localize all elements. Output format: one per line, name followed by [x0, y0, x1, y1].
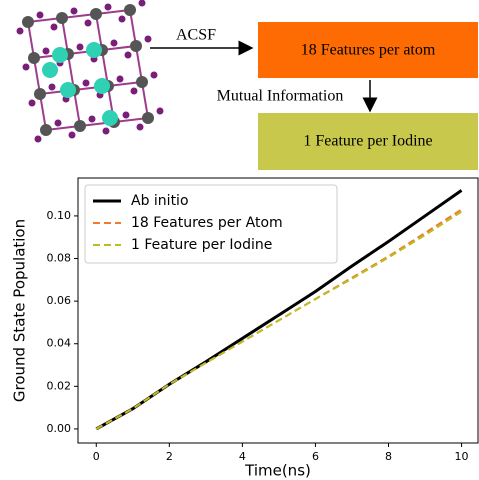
iodine-atom — [123, 112, 130, 119]
iodine-atom — [89, 116, 96, 123]
iodine-atom — [37, 12, 44, 19]
node-label: 1 Feature per Iodine — [303, 133, 432, 150]
iodine-atom — [35, 136, 42, 143]
lead-atom — [130, 40, 142, 52]
lead-atom — [136, 76, 148, 88]
legend-label: 18 Features per Atom — [131, 215, 283, 231]
lead-atom — [28, 52, 40, 64]
iodine-atom — [49, 84, 56, 91]
y-axis-label: Ground State Population — [11, 219, 29, 402]
iodine-atom — [55, 120, 62, 127]
lead-atom — [74, 120, 86, 132]
iodine-atom — [69, 132, 76, 139]
iodine-atom — [85, 20, 92, 27]
iodine-atom — [145, 36, 152, 43]
legend-label: 1 Feature per Iodine — [131, 237, 272, 253]
y-tick-label: 0.06 — [47, 294, 72, 307]
cation-atom — [86, 42, 102, 58]
iodine-atom — [105, 4, 112, 11]
legend-label: Ab initio — [131, 193, 189, 209]
x-tick-label: 6 — [312, 450, 319, 463]
cation-atom — [60, 82, 76, 98]
iodine-atom — [43, 48, 50, 55]
y-tick-label: 0.10 — [47, 209, 72, 222]
y-tick-label: 0.02 — [47, 379, 72, 392]
iodine-atom — [29, 100, 36, 107]
iodine-atom — [77, 44, 84, 51]
lead-atom — [56, 12, 68, 24]
cation-atom — [52, 47, 68, 63]
x-tick-label: 10 — [455, 450, 469, 463]
y-tick-label: 0.08 — [47, 252, 72, 265]
x-tick-label: 0 — [93, 450, 100, 463]
x-tick-label: 8 — [385, 450, 392, 463]
cation-atom — [94, 78, 110, 94]
edge-label: Mutual Information — [217, 88, 344, 105]
cation-atom — [42, 62, 58, 78]
iodine-atom — [83, 80, 90, 87]
lead-atom — [22, 16, 34, 28]
iodine-atom — [111, 40, 118, 47]
lead-atom — [124, 4, 136, 16]
iodine-atom — [125, 52, 132, 59]
y-tick-label: 0.00 — [47, 422, 72, 435]
x-tick-label: 2 — [166, 450, 173, 463]
lead-atom — [142, 112, 154, 124]
lead-atom — [40, 124, 52, 136]
crystal-structure — [17, 0, 164, 143]
edge-label: ACSF — [176, 27, 216, 44]
iodine-atom — [151, 72, 158, 79]
iodine-atom — [139, 0, 146, 7]
x-axis-label: Time(ns) — [244, 462, 311, 480]
iodine-atom — [117, 76, 124, 83]
iodine-atom — [137, 124, 144, 131]
iodine-atom — [157, 108, 164, 115]
cation-atom — [102, 110, 118, 126]
lead-atom — [34, 88, 46, 100]
iodine-atom — [23, 64, 30, 71]
node-label: 18 Features per atom — [301, 42, 436, 59]
lead-atom — [90, 8, 102, 20]
figure: ACSF 18 Features per atom Mutual Informa… — [0, 0, 479, 480]
iodine-atom — [71, 8, 78, 15]
iodine-atom — [51, 24, 58, 31]
iodine-atom — [131, 88, 138, 95]
iodine-atom — [119, 16, 126, 23]
iodine-atom — [103, 128, 110, 135]
y-tick-label: 0.04 — [47, 337, 72, 350]
iodine-atom — [17, 28, 24, 35]
